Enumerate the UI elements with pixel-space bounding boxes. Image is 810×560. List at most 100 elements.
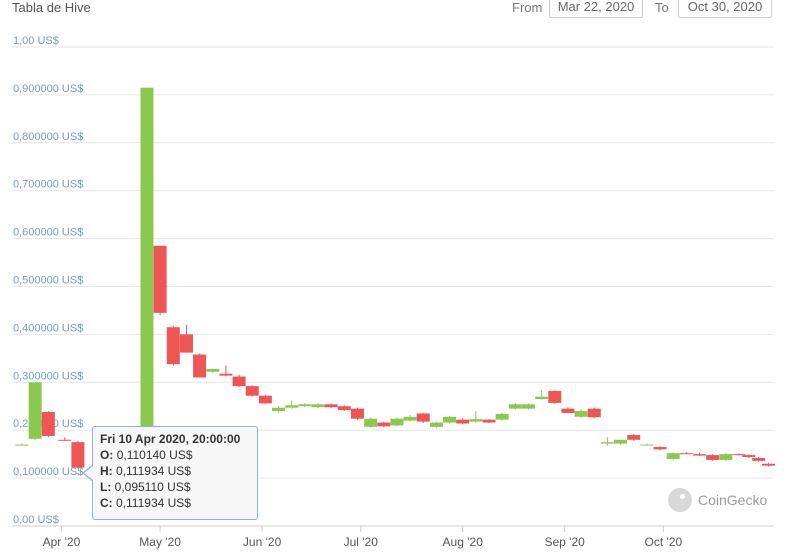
candle-body: [41, 411, 55, 436]
to-label: To: [655, 0, 669, 15]
candle: [679, 452, 693, 455]
candle: [28, 382, 42, 440]
candle: [495, 412, 509, 421]
candle: [548, 390, 562, 404]
candle: [429, 421, 443, 428]
tooltip-high: H: 0,111934 US$: [100, 463, 257, 479]
candle: [719, 453, 733, 461]
candle: [153, 245, 167, 316]
y-tick-label: 0,900000 US$: [13, 83, 83, 95]
candle: [574, 409, 588, 418]
candle-body: [140, 87, 154, 431]
candle: [311, 403, 325, 409]
candle-body: [390, 418, 404, 426]
tooltip-open-value: 0,110140 US$: [116, 448, 193, 462]
candle-body: [153, 245, 167, 313]
y-tick-label: 0,600000 US$: [13, 227, 83, 239]
candle-body: [298, 404, 312, 407]
tooltip-low-value: 0,095110 US$: [114, 480, 191, 494]
candle: [58, 437, 72, 441]
candle-body: [443, 416, 457, 423]
coingecko-watermark: CoinGecko: [668, 487, 767, 513]
candle-body: [350, 408, 364, 419]
watermark-text: CoinGecko: [698, 492, 768, 508]
candle: [762, 462, 776, 467]
candle-body: [28, 382, 42, 439]
candle-body: [561, 408, 575, 413]
candle: [456, 418, 470, 425]
candle-body: [258, 395, 272, 404]
candle-body: [600, 442, 614, 444]
candle: [752, 457, 766, 462]
candle: [245, 385, 259, 397]
candle-body: [456, 419, 470, 424]
candle-body: [179, 334, 193, 353]
candle-body: [587, 408, 601, 418]
candle-body: [285, 405, 299, 408]
tooltip-low-key: L:: [100, 480, 112, 494]
candle: [666, 452, 680, 460]
candle-body: [311, 404, 325, 408]
candle-body: [324, 404, 338, 408]
candle-body: [495, 413, 509, 420]
candle: [742, 454, 756, 458]
candle: [614, 439, 628, 445]
candle-body: [719, 454, 733, 460]
y-tick-label: 0,400000 US$: [13, 322, 83, 334]
candle: [140, 87, 154, 435]
candle: [627, 434, 641, 441]
y-tick-label: 0,800000 US$: [13, 131, 83, 143]
candle: [416, 412, 430, 424]
candle-body: [219, 373, 233, 376]
candle-body: [166, 327, 180, 365]
tooltip-high-key: H:: [100, 464, 113, 478]
candle-body: [508, 404, 522, 409]
candle: [403, 414, 417, 422]
y-tick-label: 0,700000 US$: [13, 179, 83, 191]
candle: [508, 403, 522, 410]
candle: [653, 446, 667, 451]
to-date-input[interactable]: Oct 30, 2020: [678, 0, 772, 18]
tooltip-close: C: 0,111934 US$: [100, 495, 257, 511]
candle-body: [640, 444, 654, 446]
from-date-input[interactable]: Mar 22, 2020: [549, 0, 643, 18]
candle: [469, 411, 483, 423]
candle: [71, 440, 85, 469]
candle: [364, 417, 378, 428]
y-tick-label: 1,00 US$: [13, 35, 59, 47]
candle-body: [752, 457, 766, 461]
candle-body: [706, 455, 720, 460]
x-tick-label: Apr '20: [43, 535, 81, 549]
y-tick-label: 0,500000 US$: [13, 275, 83, 287]
x-tick-label: Jun '20: [243, 535, 282, 549]
candle-body: [627, 434, 641, 440]
candle-body: [377, 422, 391, 427]
candle-body: [15, 444, 29, 446]
candle-body: [762, 463, 776, 466]
candles: [15, 87, 776, 481]
candle-body: [693, 454, 707, 456]
candle: [732, 453, 746, 456]
candle: [206, 368, 220, 373]
x-tick-label: Aug '20: [443, 535, 484, 549]
candle: [587, 407, 601, 419]
candle-body: [574, 411, 588, 417]
chart-title: Tabla de Hive: [12, 0, 91, 15]
candle: [706, 454, 720, 461]
tooltip-close-key: C:: [100, 496, 113, 510]
candle: [390, 417, 404, 427]
tooltip-date: Fri 10 Apr 2020, 20:00:00: [100, 432, 241, 446]
candle-body: [429, 422, 443, 427]
coingecko-logo-icon: [668, 488, 692, 512]
tooltip-high-value: 0,111934 US$: [116, 464, 191, 478]
tooltip-open-key: O:: [100, 448, 114, 462]
candle-body: [232, 376, 246, 387]
candle: [179, 324, 193, 353]
candle: [482, 419, 496, 424]
candle-body: [416, 413, 430, 422]
candle-body: [206, 368, 220, 372]
candle-body: [364, 418, 378, 427]
y-axis-ticks: 0,00 US$0,100000 US$0,200000 US$0,300000…: [13, 35, 83, 526]
candle-body: [666, 453, 680, 459]
